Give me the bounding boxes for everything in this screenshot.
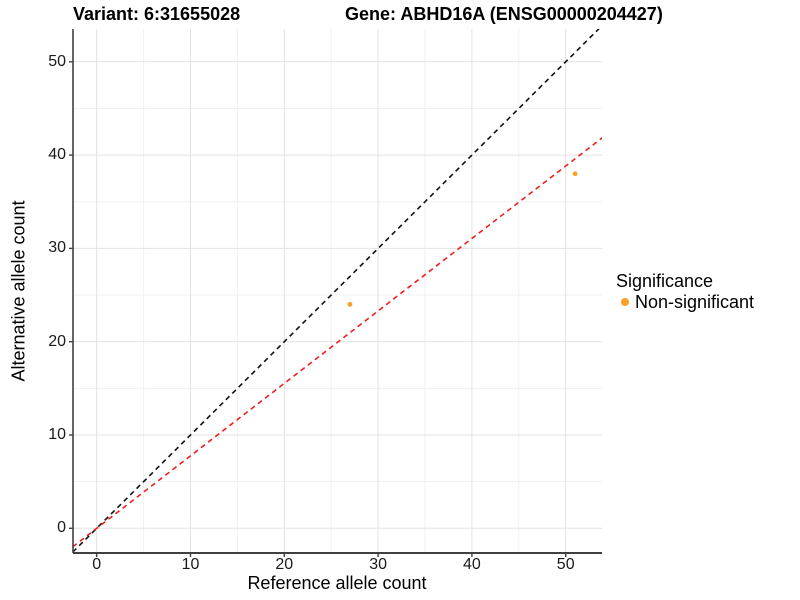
y-tick-label: 20 <box>48 332 66 350</box>
legend: Significance Non-significant <box>616 271 754 313</box>
identity-line <box>73 29 600 553</box>
y-tick-label: 10 <box>48 426 66 443</box>
legend-item-label: Non-significant <box>635 292 755 312</box>
x-tick-label: 20 <box>275 556 294 573</box>
legend-point-swatch <box>621 298 629 307</box>
y-tick-label: 50 <box>48 52 66 70</box>
gene-title: Gene: ABHD16A (ENSG00000204427) <box>345 4 663 24</box>
y-axis-title: Alternative allele count <box>8 200 29 382</box>
x-tick-label: 10 <box>181 556 200 573</box>
legend-title: Significance <box>616 271 714 291</box>
data-point <box>347 301 353 307</box>
x-axis-title: Reference allele count <box>247 573 427 593</box>
legend-item-non-significant: Non-significant <box>616 292 754 313</box>
x-tick-label: 30 <box>369 556 387 573</box>
fit-line <box>73 137 602 548</box>
data-point <box>572 171 578 177</box>
x-tick-label: 0 <box>92 556 102 573</box>
y-tick-label: 40 <box>48 146 66 164</box>
variant-title: Variant: 6:31655028 <box>73 4 241 24</box>
y-tick-label: 0 <box>57 519 66 537</box>
x-tick-label: 40 <box>462 556 481 573</box>
x-tick-label: 50 <box>556 556 575 573</box>
y-tick-label: 30 <box>48 239 66 257</box>
